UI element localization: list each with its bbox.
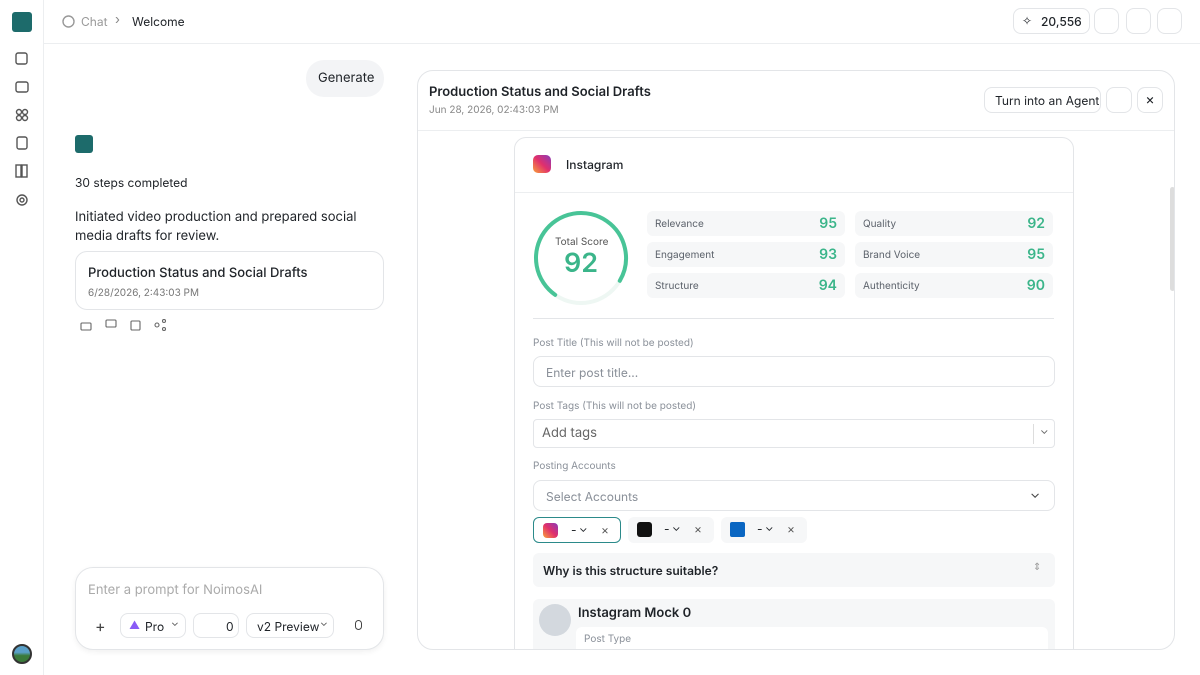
field-label: Post Title (This will not be posted) [533, 337, 694, 349]
result-card[interactable]: Production Status and Social Drafts 6/28… [75, 251, 384, 310]
score-gauge [534, 211, 628, 305]
credits-value: 20,556 [1041, 14, 1082, 29]
metric: Quality 92 [855, 211, 1053, 236]
count: 0 [226, 619, 234, 634]
mock-avatar [539, 604, 571, 636]
model-select[interactable]: v2 Preview ⌄ [246, 613, 334, 638]
nav-icons[interactable] [15, 52, 29, 212]
counter[interactable]: 0 [193, 613, 239, 638]
panel-date: Jun 28, 2026, 02:43:03 PM [429, 104, 559, 116]
accounts-select[interactable]: Select Accounts ⌄ [533, 480, 1055, 511]
summary: Initiated video production and prepared … [75, 209, 357, 244]
field-label: Post Type [584, 633, 632, 645]
metric-name: Quality [863, 218, 897, 230]
sidebar [0, 0, 44, 675]
metric-name: Authenticity [863, 280, 920, 292]
tags-input[interactable]: Add tags ⌄ [533, 419, 1055, 448]
metric: Relevance 95 [647, 211, 845, 236]
docs[interactable] [1126, 8, 1151, 34]
breadcrumb: Welcome [132, 14, 185, 29]
panel-title: Production Status and Social Drafts [429, 84, 651, 100]
notifications[interactable] [1094, 8, 1119, 34]
mode: Pro [145, 619, 165, 634]
divider [515, 192, 1073, 193]
steps-toggle[interactable]: 30 steps completed [75, 175, 188, 190]
chat-icon [62, 15, 75, 28]
separator: › [115, 12, 120, 28]
metric-value: 95 [1027, 246, 1045, 263]
logo[interactable] [12, 12, 32, 32]
instagram-card: Instagram Total Score 92 Relevance 95 Qual… [514, 137, 1074, 649]
metric-value: 92 [1027, 215, 1045, 232]
user-message: Generate [306, 60, 384, 97]
metric-name: Engagement [655, 249, 715, 261]
metric-value: 94 [818, 277, 837, 294]
model: v2 Preview [257, 619, 320, 634]
instagram-icon [533, 155, 551, 173]
metric: Engagement 93 [647, 242, 845, 267]
avatar[interactable] [12, 644, 32, 664]
mock-preview: Instagram Mock 0 Post Type [533, 599, 1055, 649]
score-value: 92 [564, 246, 599, 279]
chip-value: - [571, 522, 577, 537]
mic[interactable] [355, 620, 362, 630]
share-button[interactable] [1106, 87, 1132, 113]
card-title: Production Status and Social Drafts [88, 265, 308, 281]
placeholder: Enter post title... [546, 365, 639, 380]
question: Why is this structure suitable? [543, 563, 719, 578]
scrollbar[interactable] [1170, 187, 1174, 291]
score-label: Total Score [555, 236, 609, 248]
card-date: 6/28/2026, 2:43:03 PM [88, 287, 199, 299]
field-label: Post Tags (This will not be posted) [533, 400, 696, 412]
metric-value: 95 [819, 215, 837, 232]
account-chip[interactable]: - ⌄ × [628, 517, 714, 543]
close-button[interactable]: × [1137, 87, 1163, 113]
top-bar: Chat › Welcome ✧ 20,556 [44, 0, 1200, 44]
divider [533, 318, 1054, 319]
prompt-placeholder[interactable]: Enter a prompt for NoimosAI [88, 582, 263, 598]
add-button[interactable]: + [95, 616, 106, 636]
score-arc [534, 211, 628, 305]
divider [418, 130, 1174, 131]
mock-title: Instagram Mock 0 [578, 605, 692, 621]
metric: Brand Voice 95 [855, 242, 1053, 267]
message-actions[interactable] [80, 319, 170, 331]
preview-panel: Production Status and Social Drafts Jun … [417, 70, 1175, 650]
account-chip[interactable]: - ⌄ × [533, 517, 621, 543]
metric-name: Structure [655, 280, 699, 292]
question-accordion[interactable]: Why is this structure suitable? ⇕ [533, 553, 1055, 587]
account-chip[interactable]: - ⌄ × [721, 517, 807, 543]
metric-name: Brand Voice [863, 249, 921, 261]
breadcrumb[interactable]: Chat [81, 14, 108, 29]
chip-value: - [664, 521, 670, 536]
platform: Instagram [566, 157, 624, 172]
placeholder: Add tags [542, 425, 597, 441]
placeholder: Select Accounts [546, 489, 639, 504]
metric: Structure 94 [647, 273, 845, 298]
field-label: Posting Accounts [533, 460, 616, 472]
chip-value: - [757, 521, 763, 536]
metric-value: 93 [819, 246, 837, 263]
metric: Authenticity 90 [855, 273, 1053, 298]
credits[interactable]: ✧ 20,556 [1013, 8, 1090, 34]
assistant-logo [75, 135, 93, 153]
agent-button[interactable]: Turn into an Agent [984, 87, 1101, 113]
mode-select[interactable]: ▲ Pro ⌄ [120, 613, 186, 638]
prompt-box[interactable]: Enter a prompt for NoimosAI + ▲ Pro ⌄ 0 v2… [75, 567, 384, 650]
metric-value: 90 [1026, 277, 1045, 294]
metric-name: Relevance [655, 218, 704, 230]
support[interactable] [1157, 8, 1182, 34]
title-input[interactable]: Enter post title... [533, 356, 1055, 387]
